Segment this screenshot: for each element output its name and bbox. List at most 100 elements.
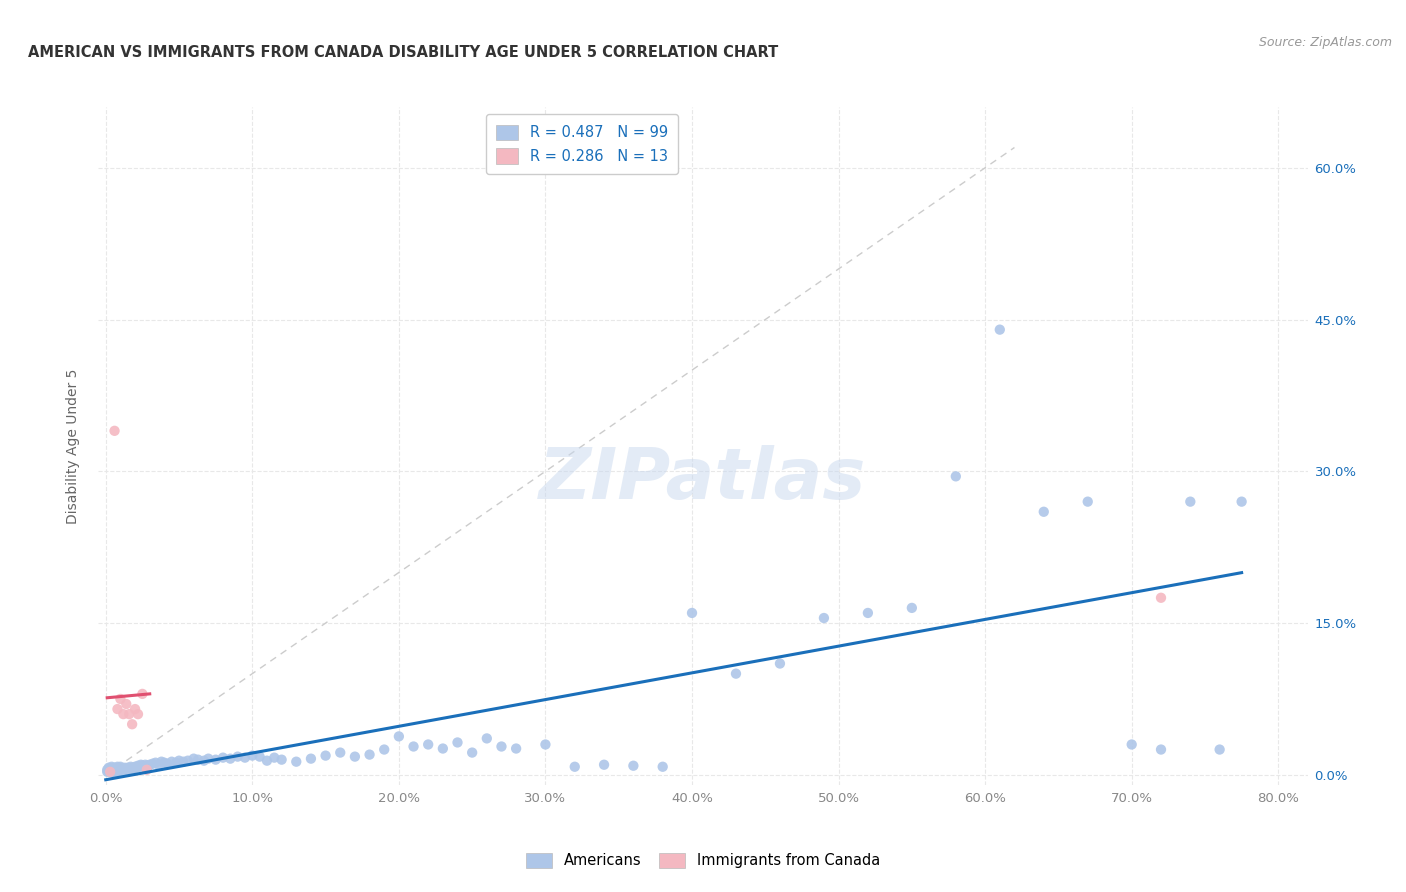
Point <box>446 735 468 749</box>
Point <box>96 763 118 777</box>
Point <box>127 758 149 772</box>
Point <box>107 702 129 716</box>
Point <box>193 754 215 768</box>
Point <box>110 760 132 774</box>
Point <box>491 739 513 754</box>
Point <box>127 707 149 722</box>
Point <box>125 761 148 775</box>
Point <box>402 739 425 754</box>
Text: Source: ZipAtlas.com: Source: ZipAtlas.com <box>1258 36 1392 49</box>
Point <box>105 762 128 776</box>
Point <box>187 753 209 767</box>
Point <box>110 692 132 706</box>
Point <box>505 741 527 756</box>
Point <box>724 666 747 681</box>
Point <box>1121 738 1143 752</box>
Point <box>263 750 285 764</box>
Point <box>212 750 235 764</box>
Point <box>1150 591 1173 605</box>
Point <box>131 758 153 772</box>
Point <box>111 762 134 776</box>
Point <box>120 760 142 774</box>
Point <box>160 755 183 769</box>
Legend: Americans, Immigrants from Canada: Americans, Immigrants from Canada <box>519 846 887 876</box>
Point <box>418 738 440 752</box>
Point <box>315 748 337 763</box>
Point <box>813 611 835 625</box>
Point <box>117 761 139 775</box>
Point <box>107 764 129 778</box>
Point <box>148 757 170 772</box>
Point <box>100 760 122 774</box>
Point <box>1230 494 1253 508</box>
Point <box>98 762 121 776</box>
Text: AMERICAN VS IMMIGRANTS FROM CANADA DISABILITY AGE UNDER 5 CORRELATION CHART: AMERICAN VS IMMIGRANTS FROM CANADA DISAB… <box>28 45 779 60</box>
Text: ZIPatlas: ZIPatlas <box>540 445 866 515</box>
Point <box>1032 505 1054 519</box>
Point <box>156 756 179 771</box>
Point <box>621 758 644 772</box>
Point <box>100 764 122 778</box>
Point <box>138 757 160 772</box>
Point <box>150 755 173 769</box>
Point <box>131 687 153 701</box>
Point <box>183 752 205 766</box>
Point <box>167 754 190 768</box>
Point <box>97 764 120 778</box>
Point <box>197 752 219 766</box>
Point <box>564 760 586 774</box>
Point <box>373 742 395 756</box>
Point <box>475 731 498 746</box>
Point <box>97 761 120 775</box>
Point <box>108 764 131 779</box>
Point <box>1077 494 1099 508</box>
Point <box>534 738 557 752</box>
Point <box>329 746 352 760</box>
Point <box>124 702 146 716</box>
Point <box>285 755 308 769</box>
Point <box>101 762 124 776</box>
Point <box>105 764 128 779</box>
Point <box>98 764 121 779</box>
Point <box>107 760 129 774</box>
Y-axis label: Disability Age Under 5: Disability Age Under 5 <box>66 368 80 524</box>
Legend: R = 0.487   N = 99, R = 0.286   N = 13: R = 0.487 N = 99, R = 0.286 N = 13 <box>486 114 678 174</box>
Point <box>118 762 141 776</box>
Point <box>101 764 124 779</box>
Point <box>134 757 156 772</box>
Point <box>299 752 322 766</box>
Point <box>204 753 226 767</box>
Point <box>129 757 152 772</box>
Point <box>461 746 484 760</box>
Point <box>651 760 673 774</box>
Point <box>135 763 157 777</box>
Point <box>233 750 256 764</box>
Point <box>115 697 138 711</box>
Point <box>856 606 879 620</box>
Point <box>219 752 242 766</box>
Point <box>121 717 143 731</box>
Point <box>249 749 271 764</box>
Point <box>103 764 125 778</box>
Point <box>1150 742 1173 756</box>
Point <box>1208 742 1230 756</box>
Point <box>121 762 143 776</box>
Point <box>681 606 703 620</box>
Point <box>988 323 1011 337</box>
Point <box>128 760 150 774</box>
Point <box>145 756 167 770</box>
Point <box>388 730 411 744</box>
Point <box>132 760 155 774</box>
Point <box>226 749 249 764</box>
Point <box>103 761 125 775</box>
Point <box>112 707 135 722</box>
Point <box>103 424 125 438</box>
Point <box>142 756 165 771</box>
Point <box>343 749 366 764</box>
Point <box>432 741 454 756</box>
Point <box>901 600 924 615</box>
Point <box>270 753 292 767</box>
Point <box>945 469 967 483</box>
Point <box>98 764 121 779</box>
Point <box>593 757 616 772</box>
